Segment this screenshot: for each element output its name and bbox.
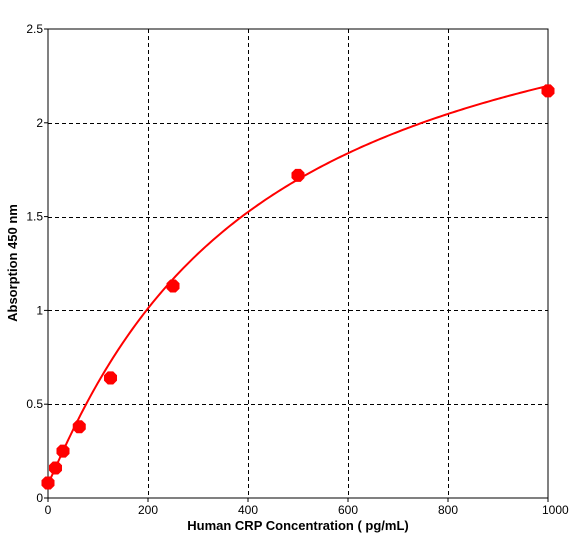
y-tick-label: 0 [36,491,43,505]
x-tick-label: 400 [238,503,258,517]
x-tick-label: 200 [138,503,158,517]
data-point [103,371,118,385]
x-axis-title: Human CRP Concentration ( pg/mL) [187,518,408,533]
x-tick-label: 0 [45,503,52,517]
data-points [41,84,555,490]
y-tick-label: 1.5 [26,210,43,224]
x-tick-label: 600 [338,503,358,517]
data-point [166,279,180,293]
y-tick-label: 0.5 [26,397,43,411]
data-point [291,168,305,182]
data-point [541,84,555,98]
plot-frame [47,28,549,499]
y-tick-label: 2.5 [26,22,43,36]
data-point [48,461,63,475]
axis-ticks: 0 200 400 600 800 1000 0 0.5 1 1.5 2 2.5 [26,22,569,517]
y-tick-label: 2 [36,116,43,130]
grid [48,29,548,498]
x-tick-label: 800 [438,503,458,517]
x-tick-label: 1000 [542,503,569,517]
data-point [56,444,70,458]
y-tick-label: 1 [36,303,43,317]
data-point [72,420,86,434]
y-axis-title: Absorption 450 nm [5,204,20,322]
data-point [41,476,55,490]
